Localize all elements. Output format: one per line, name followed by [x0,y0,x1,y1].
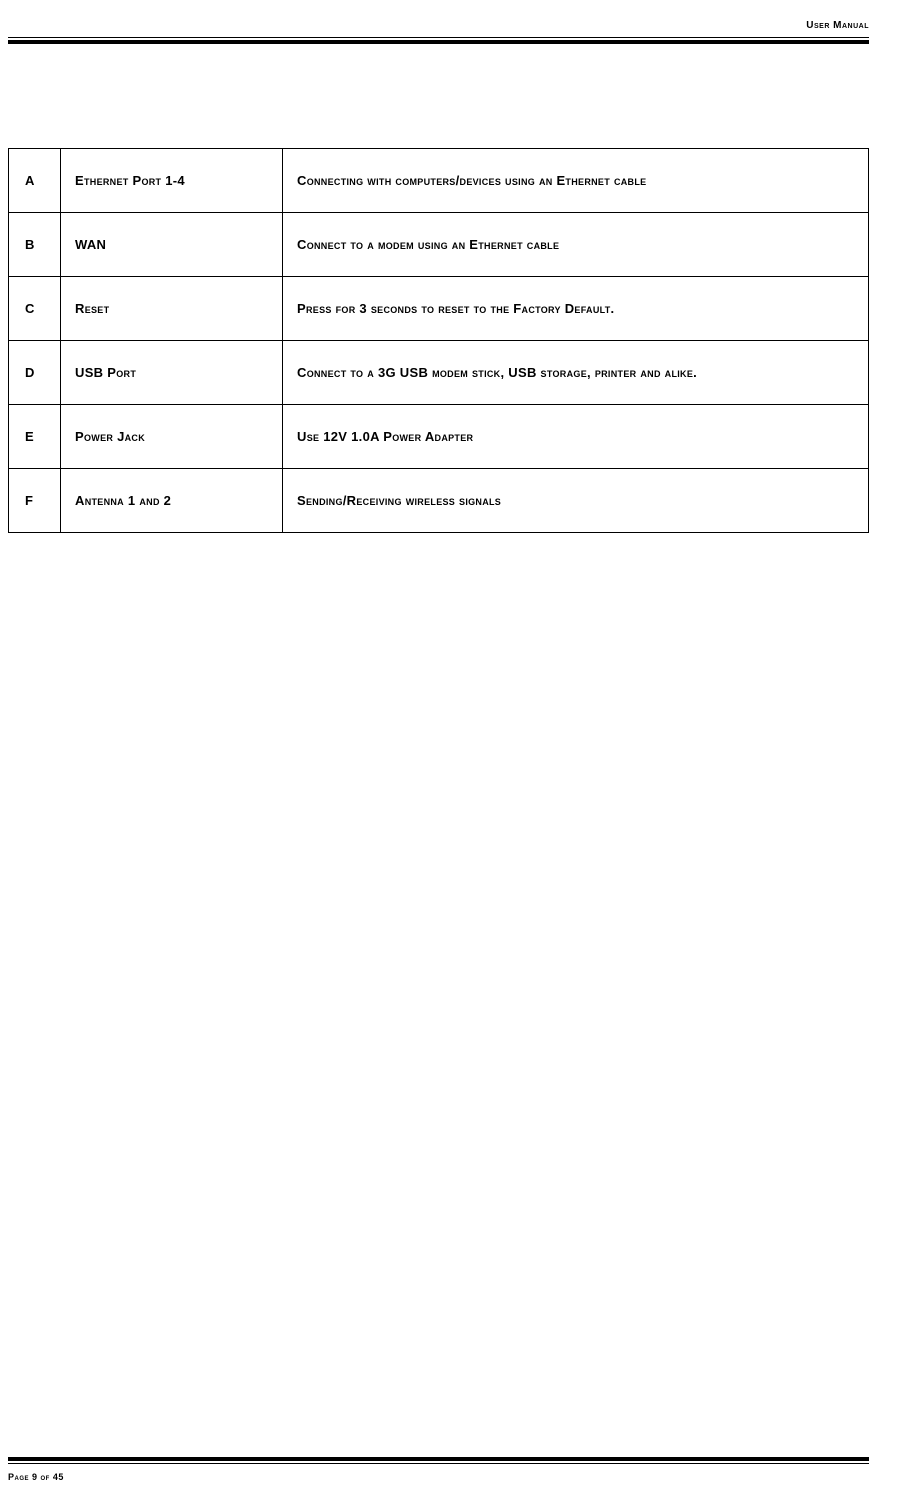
ports-table: A Ethernet Port 1-4 Connecting with comp… [8,148,869,533]
row-name: Power Jack [61,405,283,469]
row-letter: A [9,149,61,213]
table-row: C Reset Press for 3 seconds to reset to … [9,277,869,341]
row-name: Ethernet Port 1-4 [61,149,283,213]
row-description: Press for 3 seconds to reset to the Fact… [283,277,869,341]
row-name: Antenna 1 and 2 [61,469,283,533]
ports-table-body: A Ethernet Port 1-4 Connecting with comp… [9,149,869,533]
row-name: USB Port [61,341,283,405]
footer-rule-thick [8,1457,869,1461]
row-letter: F [9,469,61,533]
row-letter: D [9,341,61,405]
row-name: Reset [61,277,283,341]
row-letter: E [9,405,61,469]
page-header: User Manual [8,20,869,44]
table-row: D USB Port Connect to a 3G USB modem sti… [9,341,869,405]
header-rule-thin [8,37,869,38]
row-description: Use 12V 1.0A Power Adapter [283,405,869,469]
row-description: Sending/Receiving wireless signals [283,469,869,533]
table-row: F Antenna 1 and 2 Sending/Receiving wire… [9,469,869,533]
page-number: Page 9 of 45 [8,1472,869,1482]
table-row: E Power Jack Use 12V 1.0A Power Adapter [9,405,869,469]
header-title: User Manual [8,20,869,31]
page-footer: Page 9 of 45 [8,1457,869,1482]
row-description: Connect to a 3G USB modem stick, USB sto… [283,341,869,405]
footer-rule-thin [8,1463,869,1464]
table-row: B WAN Connect to a modem using an Ethern… [9,213,869,277]
main-content: A Ethernet Port 1-4 Connecting with comp… [8,148,869,533]
row-description: Connect to a modem using an Ethernet cab… [283,213,869,277]
row-description: Connecting with computers/devices using … [283,149,869,213]
header-rule-thick [8,40,869,44]
table-row: A Ethernet Port 1-4 Connecting with comp… [9,149,869,213]
row-letter: C [9,277,61,341]
row-letter: B [9,213,61,277]
row-name: WAN [61,213,283,277]
